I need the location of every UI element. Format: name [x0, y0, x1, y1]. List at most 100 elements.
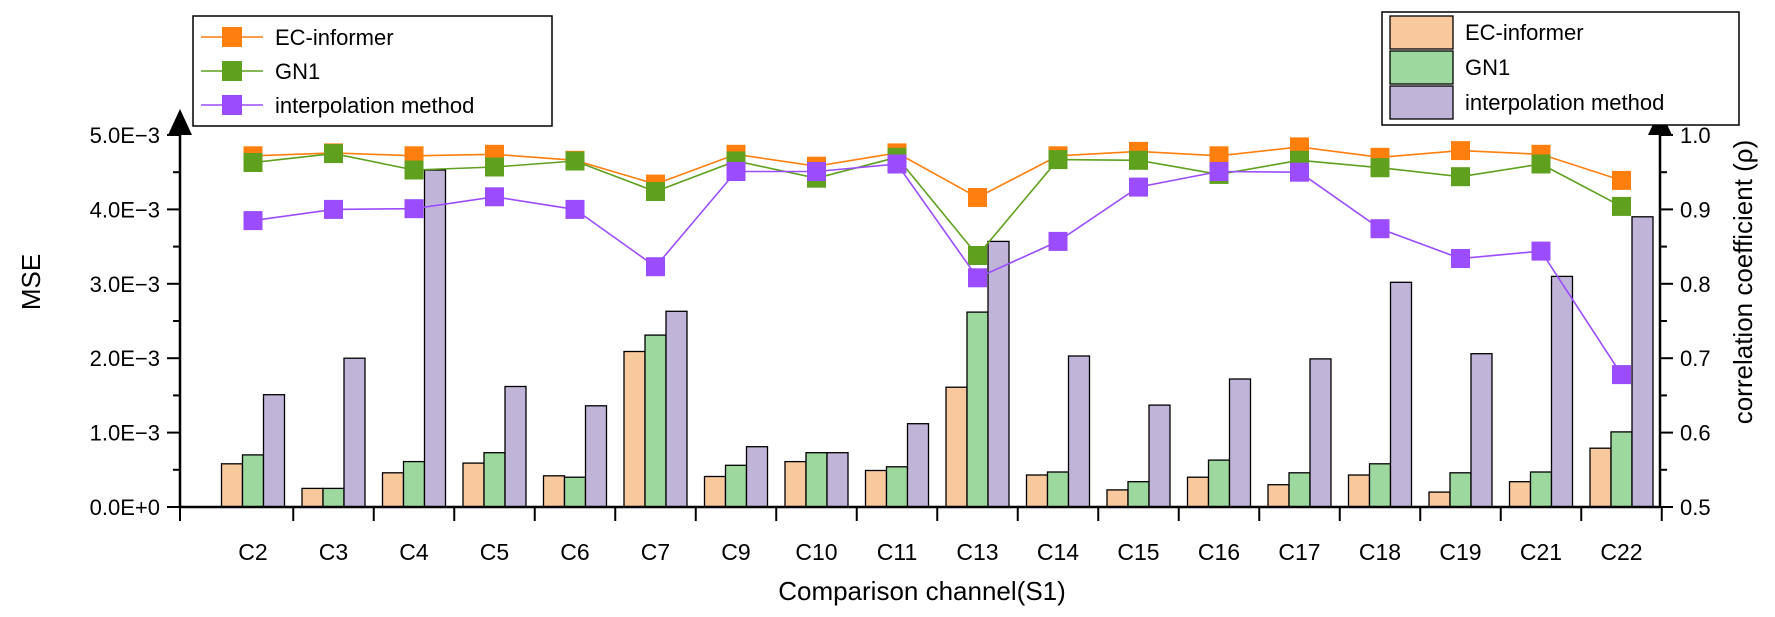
bar-interpolation-method-c15	[1148, 404, 1171, 508]
x-tick-label-c11: C11	[877, 539, 918, 565]
bar-interpolation-method-c7	[665, 310, 688, 508]
point-interpolation-method-c16	[1209, 162, 1229, 181]
y2-tick-label: 0.6	[1680, 421, 1711, 446]
point-gn1-c7	[646, 182, 665, 201]
bar-gn1-c6	[563, 476, 587, 508]
y2-tick-label: 0.5	[1680, 495, 1711, 520]
point-gn1-c15	[1129, 150, 1148, 170]
bar-ec-informer-c15	[1106, 489, 1129, 508]
bar-interpolation-method-c14	[1067, 355, 1091, 508]
point-gn1-c6	[565, 151, 585, 171]
legend-marker-ec-informer	[222, 27, 242, 47]
point-interpolation-method-c15	[1129, 177, 1148, 197]
point-gn1-c4	[404, 160, 424, 180]
bar-gn1-c11	[885, 466, 909, 508]
bar-gn1-c16	[1207, 459, 1231, 508]
legend-label-interpolation-method: interpolation method	[275, 93, 474, 118]
point-interpolation-method-c11	[887, 154, 907, 174]
point-ec-informer-c16	[1209, 146, 1229, 166]
bar-interpolation-method-c13	[987, 240, 1010, 508]
bar-ec-informer-c17	[1267, 484, 1290, 508]
bar-ec-informer-c7	[623, 350, 646, 508]
x-tick-label-c21: C21	[1520, 539, 1562, 565]
legend-label-gn1: GN1	[275, 59, 320, 84]
legend-swatch-gn1	[1389, 50, 1454, 85]
bar-interpolation-method-c11	[906, 423, 930, 508]
x-tick-label-c14: C14	[1037, 539, 1079, 565]
x-axis-title: Comparison channel(S1)	[778, 576, 1066, 606]
point-interpolation-method-c2	[243, 211, 263, 231]
axes: 0.0E+0 1.0E−3 2.0E−3 3.0E−3 4.0E−3 5.0E−3 0.5 0…	[90, 109, 1711, 565]
line-legend: EC-informer GN1 interpolation method	[192, 15, 553, 127]
point-interpolation-method-c13	[968, 268, 987, 288]
legend-marker-gn1	[222, 61, 242, 81]
x-tick-label-c7: C7	[641, 539, 670, 565]
x-tick-label-c5: C5	[480, 539, 509, 565]
bar-interpolation-method-c10	[826, 452, 849, 508]
point-interpolation-method-c22	[1612, 365, 1631, 385]
line-marks	[243, 137, 1631, 385]
bar-interpolation-method-c6	[584, 405, 608, 508]
x-tick-label-c13: C13	[956, 539, 998, 565]
point-gn1-c3	[324, 144, 343, 164]
bar-gn1-c9	[724, 464, 748, 508]
bar-ec-informer-c21	[1508, 481, 1532, 508]
bar-gn1-c19	[1449, 472, 1472, 508]
bar-interpolation-method-c19	[1470, 353, 1493, 508]
bar-interpolation-method-c4	[423, 169, 447, 508]
bar-interpolation-method-c22	[1631, 216, 1654, 508]
legend-swatch-ec-informer	[1389, 15, 1454, 50]
bar-gn1-c18	[1368, 463, 1392, 508]
bar-gn1-c22	[1610, 431, 1633, 508]
point-gn1-c13	[968, 246, 987, 265]
y-tick-label: 3.0E−3	[90, 272, 160, 297]
bar-ec-informer-c14	[1025, 474, 1049, 508]
bar-ec-informer-c6	[542, 475, 566, 508]
point-gn1-c5	[485, 157, 504, 177]
bar-ec-informer-c5	[462, 462, 485, 508]
bar-gn1-c14	[1046, 471, 1070, 508]
y2-tick-label: 0.8	[1680, 272, 1711, 297]
point-interpolation-method-c17	[1290, 162, 1309, 182]
bar-ec-informer-c4	[381, 472, 405, 508]
y2-tick-label: 0.7	[1680, 346, 1711, 371]
point-interpolation-method-c3	[324, 199, 343, 219]
bar-gn1-c2	[241, 454, 265, 508]
bar-legend: EC-informer GN1 interpolation method	[1381, 11, 1740, 126]
bar-ec-informer-c11	[864, 469, 888, 508]
bar-gn1-c21	[1529, 471, 1553, 508]
point-gn1-c22	[1612, 196, 1631, 216]
bar-gn1-c4	[402, 460, 426, 508]
bar-interpolation-method-c3	[343, 357, 366, 508]
x-tick-label-c2: C2	[238, 539, 267, 565]
line-ec-informer	[252, 146, 1622, 199]
point-gn1-c21	[1531, 154, 1551, 174]
point-gn1-c14	[1048, 150, 1068, 170]
bar-gn1-c10	[805, 452, 828, 508]
bar-interpolation-method-c21	[1550, 275, 1574, 508]
bar-ec-informer-c19	[1428, 491, 1451, 508]
legend-swatch-interpolation-method	[1389, 85, 1454, 120]
x-tick-label-c15: C15	[1117, 539, 1159, 565]
point-interpolation-method-c19	[1451, 249, 1470, 268]
bar-ec-informer-c16	[1186, 476, 1210, 508]
x-tick-label-c19: C19	[1439, 539, 1481, 565]
y-tick-label: 0.0E+0	[90, 495, 160, 520]
x-tick-label-c18: C18	[1359, 539, 1401, 565]
bar-ec-informer-c13	[945, 386, 968, 508]
y-axis-title: MSE	[16, 254, 46, 310]
legend-bar-label-gn1: GN1	[1465, 55, 1510, 80]
y-axis-arrow	[168, 109, 192, 135]
bar-ec-informer-c10	[784, 460, 807, 508]
bar-gn1-c15	[1127, 481, 1150, 508]
legend-bar-label-ec-informer: EC-informer	[1465, 20, 1584, 45]
point-interpolation-method-c6	[565, 199, 585, 219]
point-interpolation-method-c14	[1048, 231, 1068, 251]
bar-interpolation-method-c18	[1389, 281, 1413, 508]
x-tick-label-c22: C22	[1600, 539, 1642, 565]
legend-bar-label-interpolation-method: interpolation method	[1465, 90, 1664, 115]
bar-gn1-c3	[322, 487, 345, 508]
point-ec-informer-c22	[1612, 170, 1631, 190]
point-gn1-c18	[1370, 158, 1390, 178]
